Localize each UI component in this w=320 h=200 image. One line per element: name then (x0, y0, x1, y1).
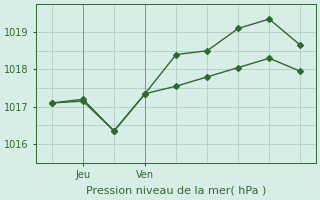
X-axis label: Pression niveau de la mer( hPa ): Pression niveau de la mer( hPa ) (86, 186, 266, 196)
